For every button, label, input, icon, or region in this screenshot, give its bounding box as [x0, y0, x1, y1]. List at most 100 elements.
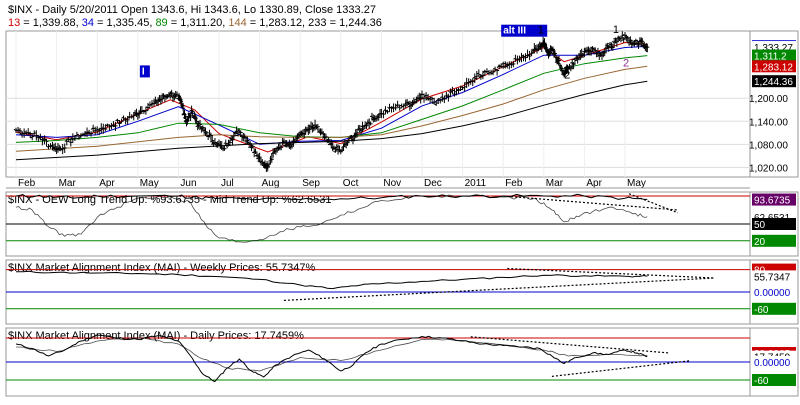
price-bar-open: [183, 116, 186, 119]
price-bar-open: [154, 101, 158, 104]
price-x-tick-12: Feb: [505, 178, 523, 189]
price-bar-open: [288, 145, 292, 149]
price-bar-open: [134, 112, 137, 115]
price-bar-open: [488, 71, 492, 74]
price-bar-open: [121, 116, 124, 119]
price-bar-open: [642, 45, 646, 49]
price-bar-open: [303, 128, 306, 131]
price-bar-open: [341, 145, 344, 149]
price-bar-open: [258, 160, 262, 164]
price-bar-open: [482, 70, 486, 74]
price-bar-open: [468, 80, 471, 83]
price-bar-open: [490, 71, 494, 73]
price-value-tag-4: 1,244.36: [752, 75, 796, 88]
mai-weekly-value-tag-1: 55.7347: [752, 270, 796, 283]
price-bar-open: [614, 41, 618, 44]
price-bar-open: [574, 57, 577, 60]
mai-daily-value-tag-bg-3: [752, 374, 796, 386]
price-bar-open: [37, 136, 41, 140]
price-bar-open: [358, 129, 362, 132]
price-bar-open: [513, 57, 516, 60]
mai-weekly-value-tag-3: -60: [752, 302, 796, 316]
price-bar-open: [295, 137, 298, 140]
price-bar-open: [172, 94, 175, 97]
price-bar-open: [193, 117, 196, 120]
price-bar-open: [633, 39, 637, 43]
price-bar-open: [371, 118, 374, 121]
price-bar-open: [603, 46, 607, 50]
price-bar-open: [632, 42, 635, 46]
mai-daily-series-1: [15, 337, 648, 372]
price-bar-open: [181, 112, 185, 116]
price-bar-open: [232, 131, 236, 135]
price-bar-open: [425, 97, 429, 101]
oew-value-tag-bg-0: [752, 193, 796, 206]
price-bar-open: [350, 138, 354, 141]
price-bar-open: [82, 133, 86, 136]
price-bar-open: [494, 69, 498, 71]
price-value-tag-bg-2: [752, 49, 796, 62]
price-bar-open: [354, 132, 358, 135]
price-bar-open: [626, 41, 630, 44]
price-bar-open: [431, 102, 435, 104]
price-bar-open: [334, 146, 337, 148]
price-bar-open: [138, 111, 141, 113]
price-bar-open: [474, 75, 478, 78]
price-bar-open: [558, 67, 562, 69]
price-bar-open: [315, 126, 318, 129]
price-bar-open: [307, 127, 311, 132]
oew-value-tag-2: 50: [752, 218, 796, 231]
price-bar-open: [127, 115, 131, 119]
price-bar-open: [100, 126, 104, 130]
mai-daily-trendline-1: [551, 360, 691, 377]
price-bar-open: [621, 38, 624, 41]
price-bar-open: [591, 47, 595, 50]
price-bar-open: [368, 121, 371, 124]
price-bar-open: [299, 131, 302, 134]
price-bar-open: [246, 141, 250, 145]
price-x-tick-11: 2011: [465, 178, 487, 189]
price-bar-open: [546, 53, 549, 56]
price-bar-open: [153, 100, 156, 102]
price-bar-open: [62, 146, 66, 150]
price-bar-open: [25, 131, 29, 134]
price-bar-open: [184, 120, 187, 123]
price-bar-open: [391, 106, 394, 109]
price-bar-open: [480, 74, 484, 77]
price-bar-open: [231, 135, 235, 138]
price-bar-open: [322, 135, 325, 139]
price-bar-open: [92, 129, 96, 132]
oew-value-tag-bg-3: [752, 234, 796, 247]
price-bar-open: [618, 37, 622, 40]
price-bar-open: [218, 144, 221, 146]
price-bar-open: [300, 131, 304, 135]
price-bar-open: [568, 67, 572, 70]
price-bar-open: [196, 124, 199, 127]
mai-daily-value-tag-bg-2: [752, 356, 796, 368]
price-bar-open: [542, 42, 545, 45]
mai-weekly-value-tag-bg-1: [752, 270, 796, 283]
price-bar-open: [209, 140, 213, 143]
price-bar-open: [385, 110, 388, 113]
price-y-tick-3: 1,020.00: [749, 163, 788, 174]
price-bar-open: [224, 144, 228, 147]
price-bar-open: [113, 125, 116, 128]
price-bar-open: [257, 156, 260, 159]
price-bar-open: [538, 44, 541, 48]
price-bar-open: [111, 124, 114, 127]
price-bar-open: [215, 142, 218, 144]
price-bar-open: [376, 115, 379, 118]
price-bar-open: [440, 96, 443, 98]
oew-trendline-0: [503, 195, 678, 211]
price-bar-open: [598, 52, 601, 55]
price-bar-open: [190, 110, 193, 114]
price-bar-open: [360, 125, 363, 128]
price-bar-open: [21, 131, 25, 135]
price-bar-open: [610, 45, 614, 49]
price-bar-open: [599, 54, 603, 57]
price-bar-open: [98, 127, 102, 131]
price-bar-open: [227, 141, 231, 144]
price-bar-open: [527, 54, 530, 57]
mai-weekly-panel-title: $INX Market Alignment Index (MAI) - Week…: [8, 262, 316, 274]
price-bar-open: [580, 54, 584, 56]
